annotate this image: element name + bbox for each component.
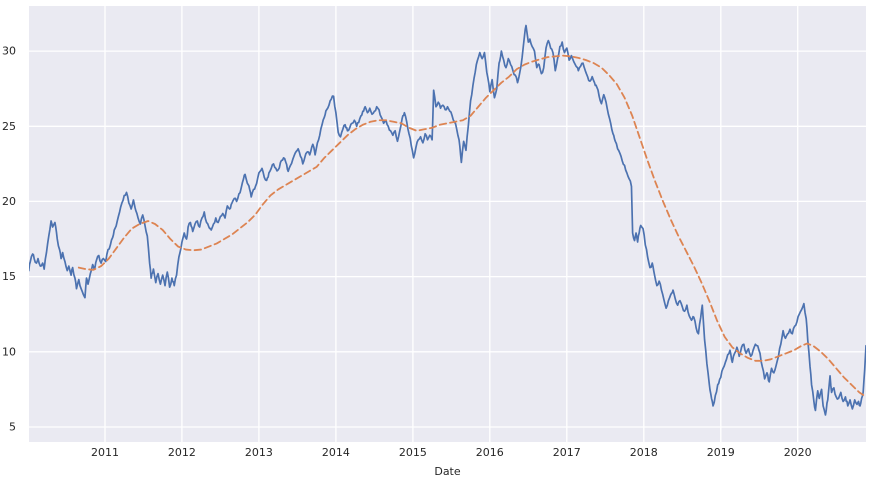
series-lines — [29, 24, 866, 416]
y-tick-label-30: 30 — [2, 45, 16, 58]
x-tick-label-2012: 2012 — [168, 446, 196, 459]
x-tick-label-2014: 2014 — [322, 446, 350, 459]
x-tick-label-2018: 2018 — [630, 446, 658, 459]
x-tick-label-2016: 2016 — [476, 446, 504, 459]
series-line-daily-price — [29, 24, 866, 416]
y-tick-label-15: 15 — [2, 270, 16, 283]
x-tick-label-2013: 2013 — [245, 446, 273, 459]
x-tick-label-2011: 2011 — [91, 446, 119, 459]
y-tick-label-25: 25 — [2, 120, 16, 133]
series-line-moving-average — [77, 54, 866, 398]
y-tick-label-5: 5 — [9, 421, 16, 434]
x-tick-labels: 2011 2012 2013 2014 2015 2016 2017 2018 2019 2020 — [91, 446, 812, 459]
y-tick-label-10: 10 — [2, 345, 16, 358]
x-tick-label-2017: 2017 — [553, 446, 581, 459]
y-tick-labels: 5 10 15 20 25 30 — [2, 45, 16, 434]
x-tick-label-2015: 2015 — [399, 446, 427, 459]
plot-area-background — [29, 6, 866, 442]
y-tick-label-20: 20 — [2, 195, 16, 208]
x-axis-label: Date — [434, 465, 461, 478]
x-tick-label-2020: 2020 — [784, 446, 812, 459]
x-tick-label-2019: 2019 — [707, 446, 735, 459]
